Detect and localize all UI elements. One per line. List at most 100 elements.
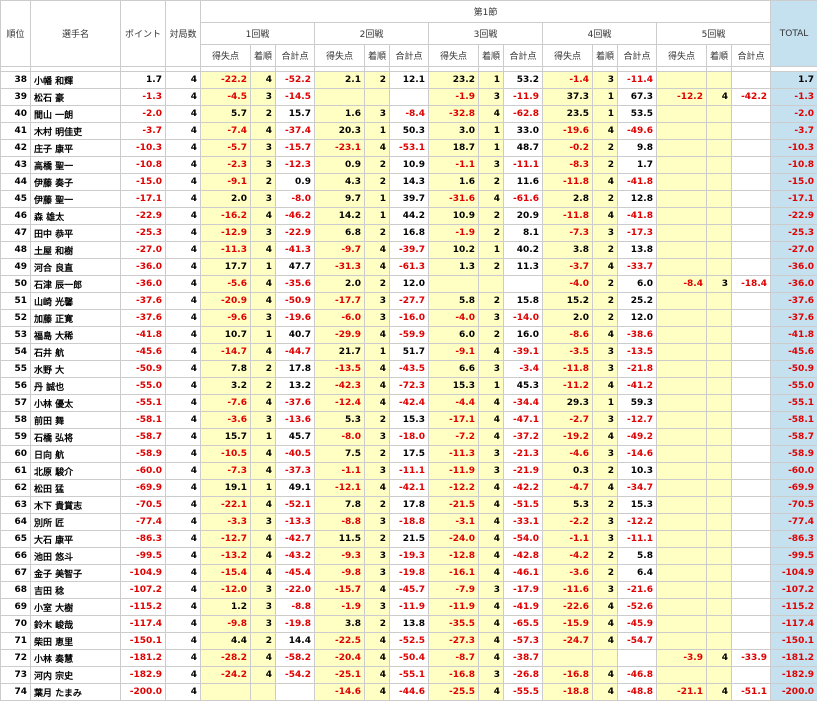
cell: -24.2 [201, 667, 251, 684]
cell: 4 [166, 72, 201, 89]
cell: 3 [251, 582, 276, 599]
cell: -9.7 [315, 242, 365, 259]
cell [657, 157, 707, 174]
cell: -61.6 [504, 191, 543, 208]
cell: 3 [365, 463, 390, 480]
cell [504, 276, 543, 293]
cell: 64 [1, 514, 31, 531]
cell: 1 [593, 106, 618, 123]
cell: 2 [365, 276, 390, 293]
cell: 13.2 [276, 378, 315, 395]
cell: 2.8 [543, 191, 593, 208]
cell: 4 [166, 429, 201, 446]
cell: -12.8 [429, 548, 479, 565]
cell: 2 [365, 446, 390, 463]
cell: 3 [707, 276, 732, 293]
cell: 55 [1, 361, 31, 378]
cell: -9.6 [201, 310, 251, 327]
cell: -58.9 [121, 446, 166, 463]
cell: -4.0 [543, 276, 593, 293]
cell: 2 [479, 293, 504, 310]
cell: 51.7 [390, 344, 429, 361]
cell: -86.3 [771, 531, 817, 548]
cell: -43.2 [276, 548, 315, 565]
cell: 4 [166, 684, 201, 701]
cell: -42.4 [390, 395, 429, 412]
cell: -35.5 [429, 616, 479, 633]
sub-header: 合計点 [504, 45, 543, 67]
cell: 15.2 [543, 293, 593, 310]
cell: -39.1 [504, 344, 543, 361]
cell: 3 [365, 548, 390, 565]
cell [732, 191, 771, 208]
cell: -46.8 [618, 667, 657, 684]
cell: -25.3 [121, 225, 166, 242]
cell: 2 [593, 276, 618, 293]
cell: 48.7 [504, 140, 543, 157]
cell: 2 [251, 633, 276, 650]
cell: -44.7 [276, 344, 315, 361]
cell: 3 [365, 429, 390, 446]
cell: -5.6 [201, 276, 251, 293]
cell: -182.9 [121, 667, 166, 684]
cell: -1.4 [543, 72, 593, 89]
cell: -1.1 [543, 531, 593, 548]
cell [657, 395, 707, 412]
cell: 2 [593, 157, 618, 174]
cell: 2 [593, 191, 618, 208]
cell: 15.3 [429, 378, 479, 395]
cell: -41.8 [618, 208, 657, 225]
cell: -45.6 [121, 344, 166, 361]
cell: -21.5 [429, 497, 479, 514]
cell: -19.6 [543, 123, 593, 140]
cell: 6.0 [429, 327, 479, 344]
cell: 70 [1, 616, 31, 633]
cell: -14.6 [618, 446, 657, 463]
cell [707, 395, 732, 412]
cell: 11.6 [504, 174, 543, 191]
cell: 40 [1, 106, 31, 123]
cell: -10.8 [771, 157, 817, 174]
cell: -17.3 [618, 225, 657, 242]
cell: 40.7 [276, 327, 315, 344]
cell: 67 [1, 565, 31, 582]
cell: 4 [251, 531, 276, 548]
cell: -32.8 [429, 106, 479, 123]
cell: -33.1 [504, 514, 543, 531]
cell [707, 514, 732, 531]
cell: -54.7 [618, 633, 657, 650]
cell: 1 [479, 123, 504, 140]
cell: -14.5 [276, 89, 315, 106]
cell: -8.0 [276, 191, 315, 208]
cell: 14.3 [390, 174, 429, 191]
cell: 52 [1, 310, 31, 327]
cell: 4 [593, 378, 618, 395]
cell: 4 [251, 208, 276, 225]
cell: 1.6 [429, 174, 479, 191]
cell [657, 565, 707, 582]
cell [657, 446, 707, 463]
cell: -42.1 [390, 480, 429, 497]
cell: 4 [479, 480, 504, 497]
cell: 47.7 [276, 259, 315, 276]
cell: -17.9 [504, 582, 543, 599]
cell: 4 [365, 667, 390, 684]
cell: 58 [1, 412, 31, 429]
cell: 2 [365, 412, 390, 429]
cell: 1.2 [201, 599, 251, 616]
cell: -37.4 [276, 123, 315, 140]
cell: -28.2 [201, 650, 251, 667]
cell: 2 [479, 208, 504, 225]
cell: 伊藤 奏子 [31, 174, 121, 191]
cell: 3.0 [429, 123, 479, 140]
cell: -3.5 [543, 344, 593, 361]
cell: 鈴木 峻哉 [31, 616, 121, 633]
